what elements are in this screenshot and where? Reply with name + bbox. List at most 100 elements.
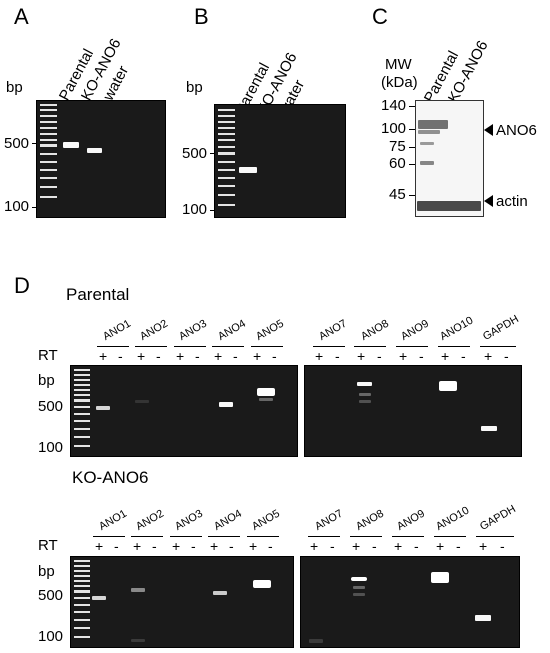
panel-a-tick-100 (32, 207, 37, 208)
gene-underline (212, 346, 244, 347)
panel-c-marker-100: 100 (381, 120, 407, 137)
gene-label: ANO9 (395, 507, 427, 533)
panel-c-marker-140: 140 (381, 97, 407, 114)
ladder-band (218, 127, 235, 129)
ladder-band (40, 121, 57, 123)
ladder-band (74, 570, 90, 572)
ladder-band (74, 413, 90, 415)
gene-label: ANO9 (399, 317, 431, 343)
ladder-band (40, 115, 57, 117)
panel-d-row2-bp-label: bp (38, 563, 55, 580)
ladder-band (74, 406, 90, 408)
gene-label: ANO2 (138, 317, 170, 343)
gene-underline (476, 536, 514, 537)
gene-label: ANO4 (212, 507, 244, 533)
panel-b-tick-500 (210, 153, 215, 154)
rt-plus: + (176, 348, 185, 364)
rt-plus: + (253, 348, 262, 364)
rt-minus: - (330, 538, 335, 554)
panel-c-mw-label: MW (385, 56, 412, 73)
rt-minus: - (372, 538, 377, 554)
ladder-band (218, 115, 235, 117)
ladder-band (218, 152, 235, 155)
panel-c-blot (415, 100, 484, 217)
ladder-band (218, 161, 235, 163)
gene-label: ANO5 (250, 507, 282, 533)
panel-d-row2-gel-left (70, 556, 294, 648)
band-ano5-lower (259, 398, 273, 401)
rt-plus: + (210, 538, 219, 554)
ladder-band (218, 169, 235, 171)
gene-underline (438, 346, 470, 347)
rt-minus: - (377, 348, 382, 364)
band-ano7-primer (309, 639, 323, 643)
ladder-band (74, 369, 90, 371)
rt-plus: + (95, 538, 104, 554)
gene-label: ANO8 (354, 507, 386, 533)
gene-label: ANO4 (216, 317, 248, 343)
rt-minus: - (461, 348, 466, 364)
panel-b-bp-label: bp (186, 79, 203, 96)
band-ano2 (131, 588, 145, 592)
ladder-band (40, 177, 57, 179)
panel-d-row1-gel-left (70, 365, 298, 457)
panel-c-band-ano6: ANO6 (496, 122, 537, 139)
band-ano8-lower2 (359, 400, 371, 403)
gene-underline (131, 536, 163, 537)
rt-minus: - (419, 348, 424, 364)
rt-plus: + (394, 538, 403, 554)
band-ko (87, 148, 102, 153)
ladder-band (74, 590, 90, 593)
ladder-band (218, 194, 235, 196)
band-60-parental (420, 161, 434, 165)
gene-underline (135, 346, 167, 347)
rt-minus: - (114, 538, 119, 554)
rt-minus: - (268, 538, 273, 554)
rt-plus: + (315, 348, 324, 364)
band-ano8 (351, 577, 367, 581)
ladder-band (40, 196, 57, 198)
ladder-band (74, 597, 90, 599)
ladder-band (74, 580, 90, 582)
ladder-band (74, 379, 90, 381)
ladder-band (218, 204, 235, 206)
ladder-band (40, 133, 57, 135)
rt-plus: + (441, 348, 450, 364)
rt-minus: - (500, 538, 505, 554)
panel-c-letter: C (372, 4, 388, 29)
rt-minus: - (156, 348, 161, 364)
panel-d-row1-gel-right (304, 365, 522, 457)
ladder-band (74, 585, 90, 587)
ladder-band (40, 186, 57, 188)
gene-label: ANO10 (434, 504, 472, 533)
gene-underline (97, 346, 129, 347)
rt-minus: - (195, 348, 200, 364)
ladder-band (74, 445, 90, 447)
ladder-band (74, 394, 90, 396)
band-gapdh (481, 426, 497, 431)
rt-minus: - (335, 348, 340, 364)
gene-underline (313, 346, 345, 347)
panel-c-marker-60: 60 (389, 155, 406, 172)
panel-a-bp-label: bp (6, 79, 23, 96)
ladder-band (40, 144, 57, 147)
ladder-band (40, 139, 57, 141)
ladder-band (74, 389, 90, 391)
rt-plus: + (310, 538, 319, 554)
ladder-band (40, 127, 57, 129)
panel-c-tick (409, 106, 415, 107)
rt-plus: + (479, 538, 488, 554)
panel-c-marker-45: 45 (389, 186, 406, 203)
band-actin (417, 201, 481, 211)
ladder-band (218, 177, 235, 179)
gene-label: ANO7 (317, 317, 349, 343)
panel-d-row1-bp-label: bp (38, 372, 55, 389)
panel-a-letter: A (14, 4, 29, 29)
ladder-band (218, 133, 235, 135)
ladder-band (40, 104, 57, 106)
panel-d-row1-marker-100: 100 (38, 439, 64, 456)
panel-a-gel (36, 100, 166, 218)
ladder-band (218, 185, 235, 187)
gene-underline (174, 346, 206, 347)
rt-plus: + (352, 538, 361, 554)
